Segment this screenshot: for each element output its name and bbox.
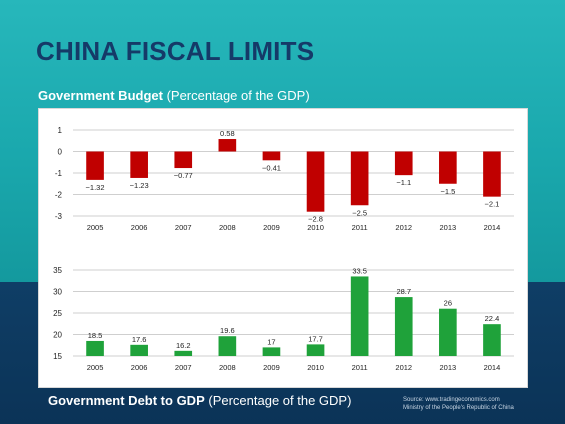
debt-bar (130, 344, 148, 356)
budget-y-tick-label: 0 (58, 148, 63, 157)
debt-value-label: 16.2 (176, 341, 191, 350)
debt-caption-rest: (Percentage of the GDP) (204, 393, 352, 408)
budget-bar (483, 151, 501, 197)
debt-bar (218, 336, 237, 356)
budget-value-label: −2.1 (485, 200, 500, 209)
budget-value-label: 0.58 (220, 129, 235, 138)
budget-category-label: 2011 (352, 223, 368, 232)
debt-bar (262, 347, 281, 356)
debt-y-tick-label: 15 (53, 352, 62, 361)
budget-chart-caption: Government Budget (Percentage of the GDP… (38, 88, 310, 103)
debt-value-label: 17.6 (132, 335, 147, 344)
budget-category-label: 2006 (131, 223, 148, 232)
debt-y-tick-label: 20 (53, 331, 62, 340)
debt-y-tick-label: 25 (53, 309, 62, 318)
debt-category-label: 2010 (307, 363, 324, 372)
debt-category-label: 2005 (87, 363, 104, 372)
budget-value-label: −2.8 (308, 215, 323, 224)
budget-value-label: −1.32 (86, 183, 105, 192)
debt-chart-caption: Government Debt to GDP (Percentage of th… (48, 393, 351, 408)
budget-value-label: −2.5 (352, 208, 367, 217)
debt-category-label: 2011 (352, 363, 368, 372)
budget-bar (174, 151, 193, 169)
debt-category-label: 2013 (440, 363, 457, 372)
debt-y-tick-label: 35 (53, 266, 62, 275)
debt-bar (174, 350, 193, 356)
debt-value-label: 26 (444, 299, 452, 308)
budget-y-tick-label: -3 (55, 212, 63, 221)
budget-value-label: −1.1 (396, 178, 411, 187)
debt-category-label: 2012 (395, 363, 412, 372)
budget-category-label: 2005 (87, 223, 104, 232)
debt-value-label: 33.5 (352, 266, 367, 275)
debt-value-label: 17.7 (308, 334, 323, 343)
budget-bar (394, 151, 413, 176)
debt-category-label: 2006 (131, 363, 148, 372)
budget-category-label: 2013 (440, 223, 457, 232)
debt-bar (439, 308, 457, 356)
budget-y-tick-label: -2 (55, 191, 63, 200)
budget-category-label: 2008 (219, 223, 236, 232)
debt-bar-chart: 35 30 25 20 15 18.5 2005 17.6 2006 16.2 2007 19.6 20… (53, 266, 514, 372)
budget-bar (218, 139, 237, 152)
budget-category-label: 2009 (263, 223, 280, 232)
budget-value-label: −1.23 (130, 181, 149, 190)
source-line-1: Source: www.tradingeconomics.com (403, 397, 500, 403)
budget-y-tick-label: 1 (58, 126, 63, 135)
budget-value-label: −0.41 (262, 163, 281, 172)
budget-value-label: −0.77 (174, 171, 193, 180)
debt-bar (86, 340, 104, 356)
budget-bar (86, 151, 104, 180)
budget-bar (439, 151, 457, 184)
debt-bar (306, 344, 325, 356)
budget-y-tick-label: -1 (55, 169, 63, 178)
debt-value-label: 19.6 (220, 326, 235, 335)
source-note: Source: www.tradingeconomics.com Ministry… (403, 396, 514, 412)
debt-category-label: 2008 (219, 363, 236, 372)
budget-category-label: 2012 (395, 223, 412, 232)
budget-bar-chart: 1 0 -1 -2 -3 −1.32 2005 −1.23 2006 −0.77 2007 0.58 2… (55, 126, 514, 232)
debt-caption-bold: Government Debt to GDP (48, 393, 205, 408)
slide-title: CHINA FISCAL LIMITS (36, 36, 315, 66)
charts-panel: 1 0 -1 -2 -3 −1.32 2005 −1.23 2006 −0.77 2007 0.58 2… (38, 108, 528, 388)
budget-caption-bold: Government Budget (38, 88, 163, 103)
debt-y-tick-label: 30 (53, 288, 62, 297)
budget-bar (306, 151, 325, 212)
debt-bar (350, 276, 369, 356)
budget-category-label: 2010 (307, 223, 324, 232)
debt-value-label: 18.5 (88, 331, 103, 340)
debt-category-label: 2009 (263, 363, 280, 372)
debt-value-label: 22.4 (485, 314, 500, 323)
budget-bar (350, 151, 369, 206)
source-line-2: Ministry of the People's Republic of Chi… (403, 405, 514, 411)
debt-bar (483, 324, 501, 356)
budget-category-label: 2007 (175, 223, 192, 232)
budget-value-label: −1.5 (440, 187, 455, 196)
debt-value-label: 17 (267, 337, 275, 346)
budget-bar (262, 151, 281, 161)
budget-bar (130, 151, 148, 178)
budget-category-label: 2014 (484, 223, 501, 232)
budget-caption-rest: (Percentage of the GDP) (162, 88, 310, 103)
debt-value-label: 28.7 (396, 287, 411, 296)
debt-bar (394, 297, 413, 356)
debt-category-label: 2007 (175, 363, 192, 372)
debt-category-label: 2014 (484, 363, 501, 372)
